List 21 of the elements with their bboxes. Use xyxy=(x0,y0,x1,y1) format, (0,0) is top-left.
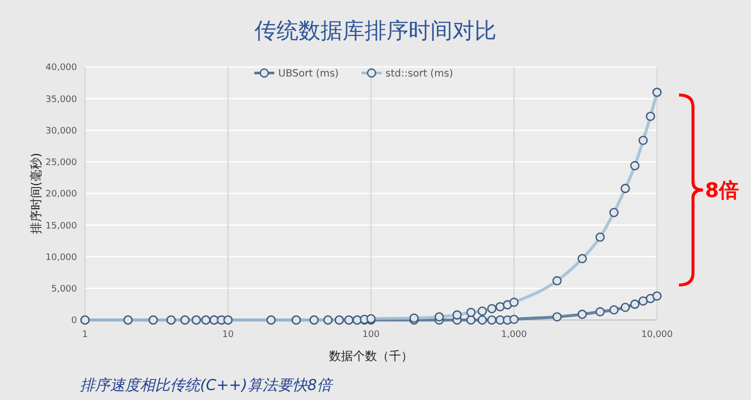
chart-title: 传统数据库排序时间对比 xyxy=(254,19,496,44)
x-axis-title: 数据个数（千） xyxy=(329,349,413,363)
y-tick-label: 30,000 xyxy=(46,126,78,136)
legend-label: UBSort (ms) xyxy=(278,68,339,80)
x-tick-label: 10,000 xyxy=(641,330,674,340)
text: 排序速度相比传统(C++)算法要快8倍 xyxy=(80,376,334,394)
x-tick-label: 1 xyxy=(82,330,88,340)
text: 8倍 xyxy=(705,178,739,202)
legend-label: std::sort (ms) xyxy=(386,68,454,80)
y-tick-label: 5,000 xyxy=(51,284,78,295)
y-tick-label: 20,000 xyxy=(46,190,78,200)
y-tick-label: 15,000 xyxy=(46,221,78,232)
x-tick-label: 10 xyxy=(222,330,234,340)
y-tick-label: 0 xyxy=(71,316,78,326)
x-tick-label: 1,000 xyxy=(501,330,528,340)
y-axis-title: 排序时间(毫秒) xyxy=(29,152,43,234)
y-tick-label: 35,000 xyxy=(46,94,78,105)
y-tick-label: 25,000 xyxy=(46,158,78,168)
y-tick-label: 40,000 xyxy=(46,63,78,74)
x-tick-label: 100 xyxy=(362,330,380,340)
y-tick-label: 10,000 xyxy=(46,252,78,263)
